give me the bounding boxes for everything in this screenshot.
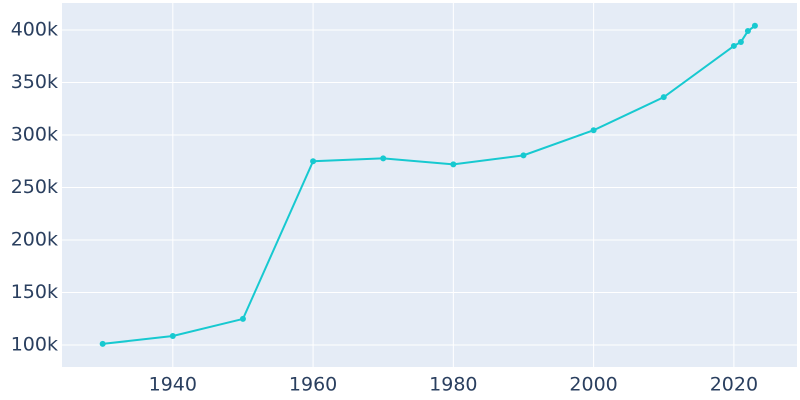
x-tick-label: 1980 — [429, 374, 477, 396]
data-point — [660, 94, 667, 101]
x-tick-label: 1960 — [289, 374, 337, 396]
data-point — [520, 152, 527, 159]
y-tick-label: 200k — [11, 228, 58, 250]
data-point — [380, 155, 387, 162]
data-point — [99, 340, 106, 347]
x-tick-label: 1940 — [149, 374, 197, 396]
data-point — [239, 315, 246, 322]
x-tick-label: 2020 — [710, 374, 758, 396]
data-point — [310, 158, 317, 165]
y-tick-label: 350k — [11, 71, 58, 93]
y-tick-label: 250k — [11, 176, 58, 198]
data-point — [450, 161, 457, 168]
data-point — [590, 127, 597, 134]
y-tick-label: 400k — [11, 18, 58, 40]
data-point — [730, 42, 737, 49]
y-tick-label: 100k — [11, 333, 58, 355]
data-point — [751, 22, 758, 29]
plot-background — [62, 3, 797, 367]
y-tick-label: 300k — [11, 123, 58, 145]
y-tick-label: 150k — [11, 281, 58, 303]
data-point — [737, 38, 744, 45]
data-point — [169, 333, 176, 340]
data-point — [744, 28, 751, 35]
x-tick-label: 2000 — [569, 374, 617, 396]
